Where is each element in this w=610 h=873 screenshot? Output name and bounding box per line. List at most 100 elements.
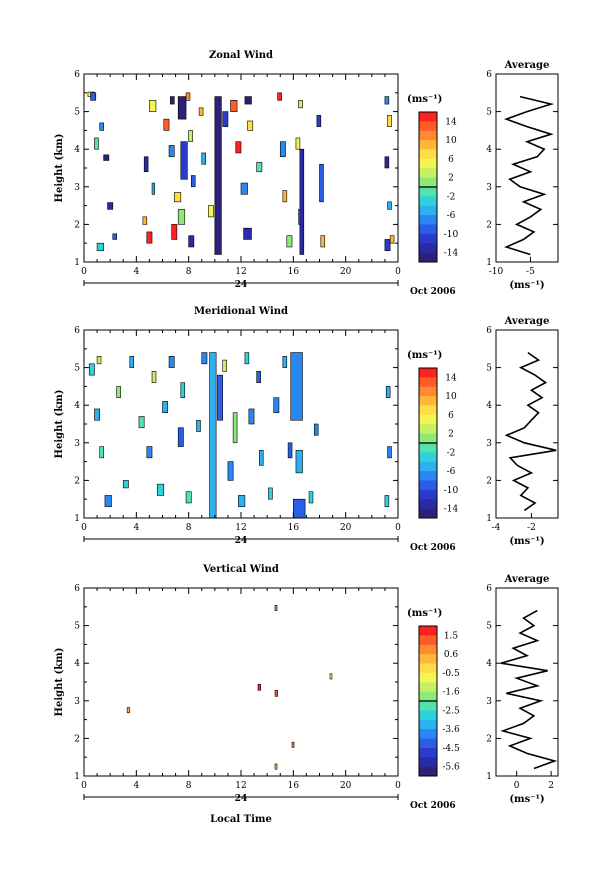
x-tick-label: 12 (235, 781, 246, 791)
y-tick-label: 6 (74, 70, 80, 80)
colorbar-swatch (419, 701, 437, 711)
panel-title: Meridional Wind (194, 306, 288, 317)
colorbar-tick-label: -14 (444, 249, 459, 259)
colorbar-tick-label: -10 (444, 230, 459, 240)
profile-x-tick-label: -2 (527, 523, 536, 533)
data-cell (290, 352, 303, 421)
data-cell (279, 141, 286, 158)
data-cell (171, 224, 178, 240)
profile-x-tick-label: -5 (526, 267, 535, 277)
profile-y-tick-label: 5 (486, 364, 492, 374)
x-tick-label: 20 (340, 523, 352, 533)
data-cell (319, 163, 324, 203)
colorbar-tick-label: -3.6 (442, 725, 460, 735)
colorbar-tick-label: -2 (447, 448, 456, 458)
data-cell (244, 96, 252, 105)
data-cell (180, 382, 186, 398)
colorbar-swatch (419, 461, 437, 472)
profile-y-tick-label: 1 (486, 772, 492, 782)
colorbar-swatch (419, 187, 437, 197)
data-cell (329, 673, 333, 680)
x-tick-label: 12 (235, 523, 246, 533)
y-tick-label: 6 (74, 326, 80, 336)
y-tick-label: 4 (74, 401, 80, 411)
data-cell (94, 408, 101, 421)
colorbar-swatch (419, 635, 437, 646)
y-axis-label: Height (km) (54, 134, 65, 203)
colorbar-swatch (419, 471, 437, 481)
data-cell (96, 356, 102, 365)
colorbar-tick-label: 10 (445, 136, 457, 146)
data-cell (198, 107, 204, 116)
data-cell (240, 182, 248, 195)
colorbar-tick-label: -0.5 (442, 669, 460, 679)
x-tick-label: 0 (395, 523, 401, 533)
data-cell (293, 498, 306, 519)
x-tick-label: 4 (133, 781, 139, 791)
colorbar-tick-label: 6 (448, 155, 454, 165)
colorbar-tick-label: -4.5 (442, 744, 460, 754)
data-cell (201, 352, 208, 365)
profile-y-tick-label: 3 (486, 439, 492, 449)
profile-y-tick-label: 6 (486, 326, 492, 336)
y-tick-label: 3 (74, 439, 80, 449)
colorbar-tick-label: 10 (445, 392, 457, 402)
y-tick-label: 4 (74, 145, 80, 155)
colorbar-swatch (419, 158, 437, 169)
data-cell (384, 239, 391, 252)
y-tick-label: 1 (74, 258, 80, 268)
data-cell (177, 427, 184, 447)
data-cell (177, 96, 187, 120)
data-cell (168, 145, 175, 158)
data-cell (274, 604, 278, 611)
colorbar-tick-label: 2 (448, 174, 454, 184)
data-cell (185, 491, 192, 504)
colorbar-swatch (419, 757, 437, 767)
y-tick-label: 1 (74, 772, 80, 782)
data-cell (287, 442, 293, 459)
y-tick-label: 3 (74, 697, 80, 707)
colorbar-tick-label: -6 (447, 211, 456, 221)
y-tick-label: 5 (74, 108, 80, 118)
profile-line (503, 95, 555, 256)
data-cell (170, 96, 175, 105)
profile-x-tick-label: -4 (492, 523, 501, 533)
colorbar-tick-label: 1.5 (444, 631, 459, 641)
colorbar-swatch (419, 489, 437, 500)
profile-frame (495, 587, 559, 777)
colorbar-swatch (419, 644, 437, 655)
data-cell (247, 120, 254, 131)
colorbar-tick-label: 2 (448, 430, 454, 440)
y-tick-label: 2 (74, 734, 80, 744)
data-cell (99, 446, 104, 459)
data-cell (156, 483, 165, 496)
x-tick-label: 16 (288, 781, 300, 791)
colorbar-units: (ms⁻¹) (407, 94, 442, 105)
data-cell (316, 115, 322, 127)
x-tick-label: 0 (81, 267, 87, 277)
data-cell (126, 707, 131, 714)
data-cell (286, 235, 293, 248)
y-tick-label: 6 (74, 584, 80, 594)
colorbar-swatch (419, 243, 437, 253)
data-cell (163, 118, 170, 131)
x-tick-label: 4 (133, 267, 139, 277)
colorbar-swatch (419, 396, 437, 406)
colorbar-swatch (419, 224, 437, 235)
data-cell (104, 495, 112, 508)
profile-y-tick-label: 5 (486, 108, 492, 118)
colorbar-units: (ms⁻¹) (407, 608, 442, 619)
colorbar-swatch (419, 112, 437, 122)
x-tick-label: 0 (81, 781, 87, 791)
colorbar-swatch (419, 719, 437, 730)
data-cell (259, 450, 264, 466)
data-cell (256, 162, 263, 173)
data-cell (151, 371, 157, 383)
colorbar-swatch (419, 377, 437, 388)
date-marker: 24 (235, 794, 248, 804)
data-cell (243, 227, 252, 240)
data-cell (227, 461, 234, 481)
